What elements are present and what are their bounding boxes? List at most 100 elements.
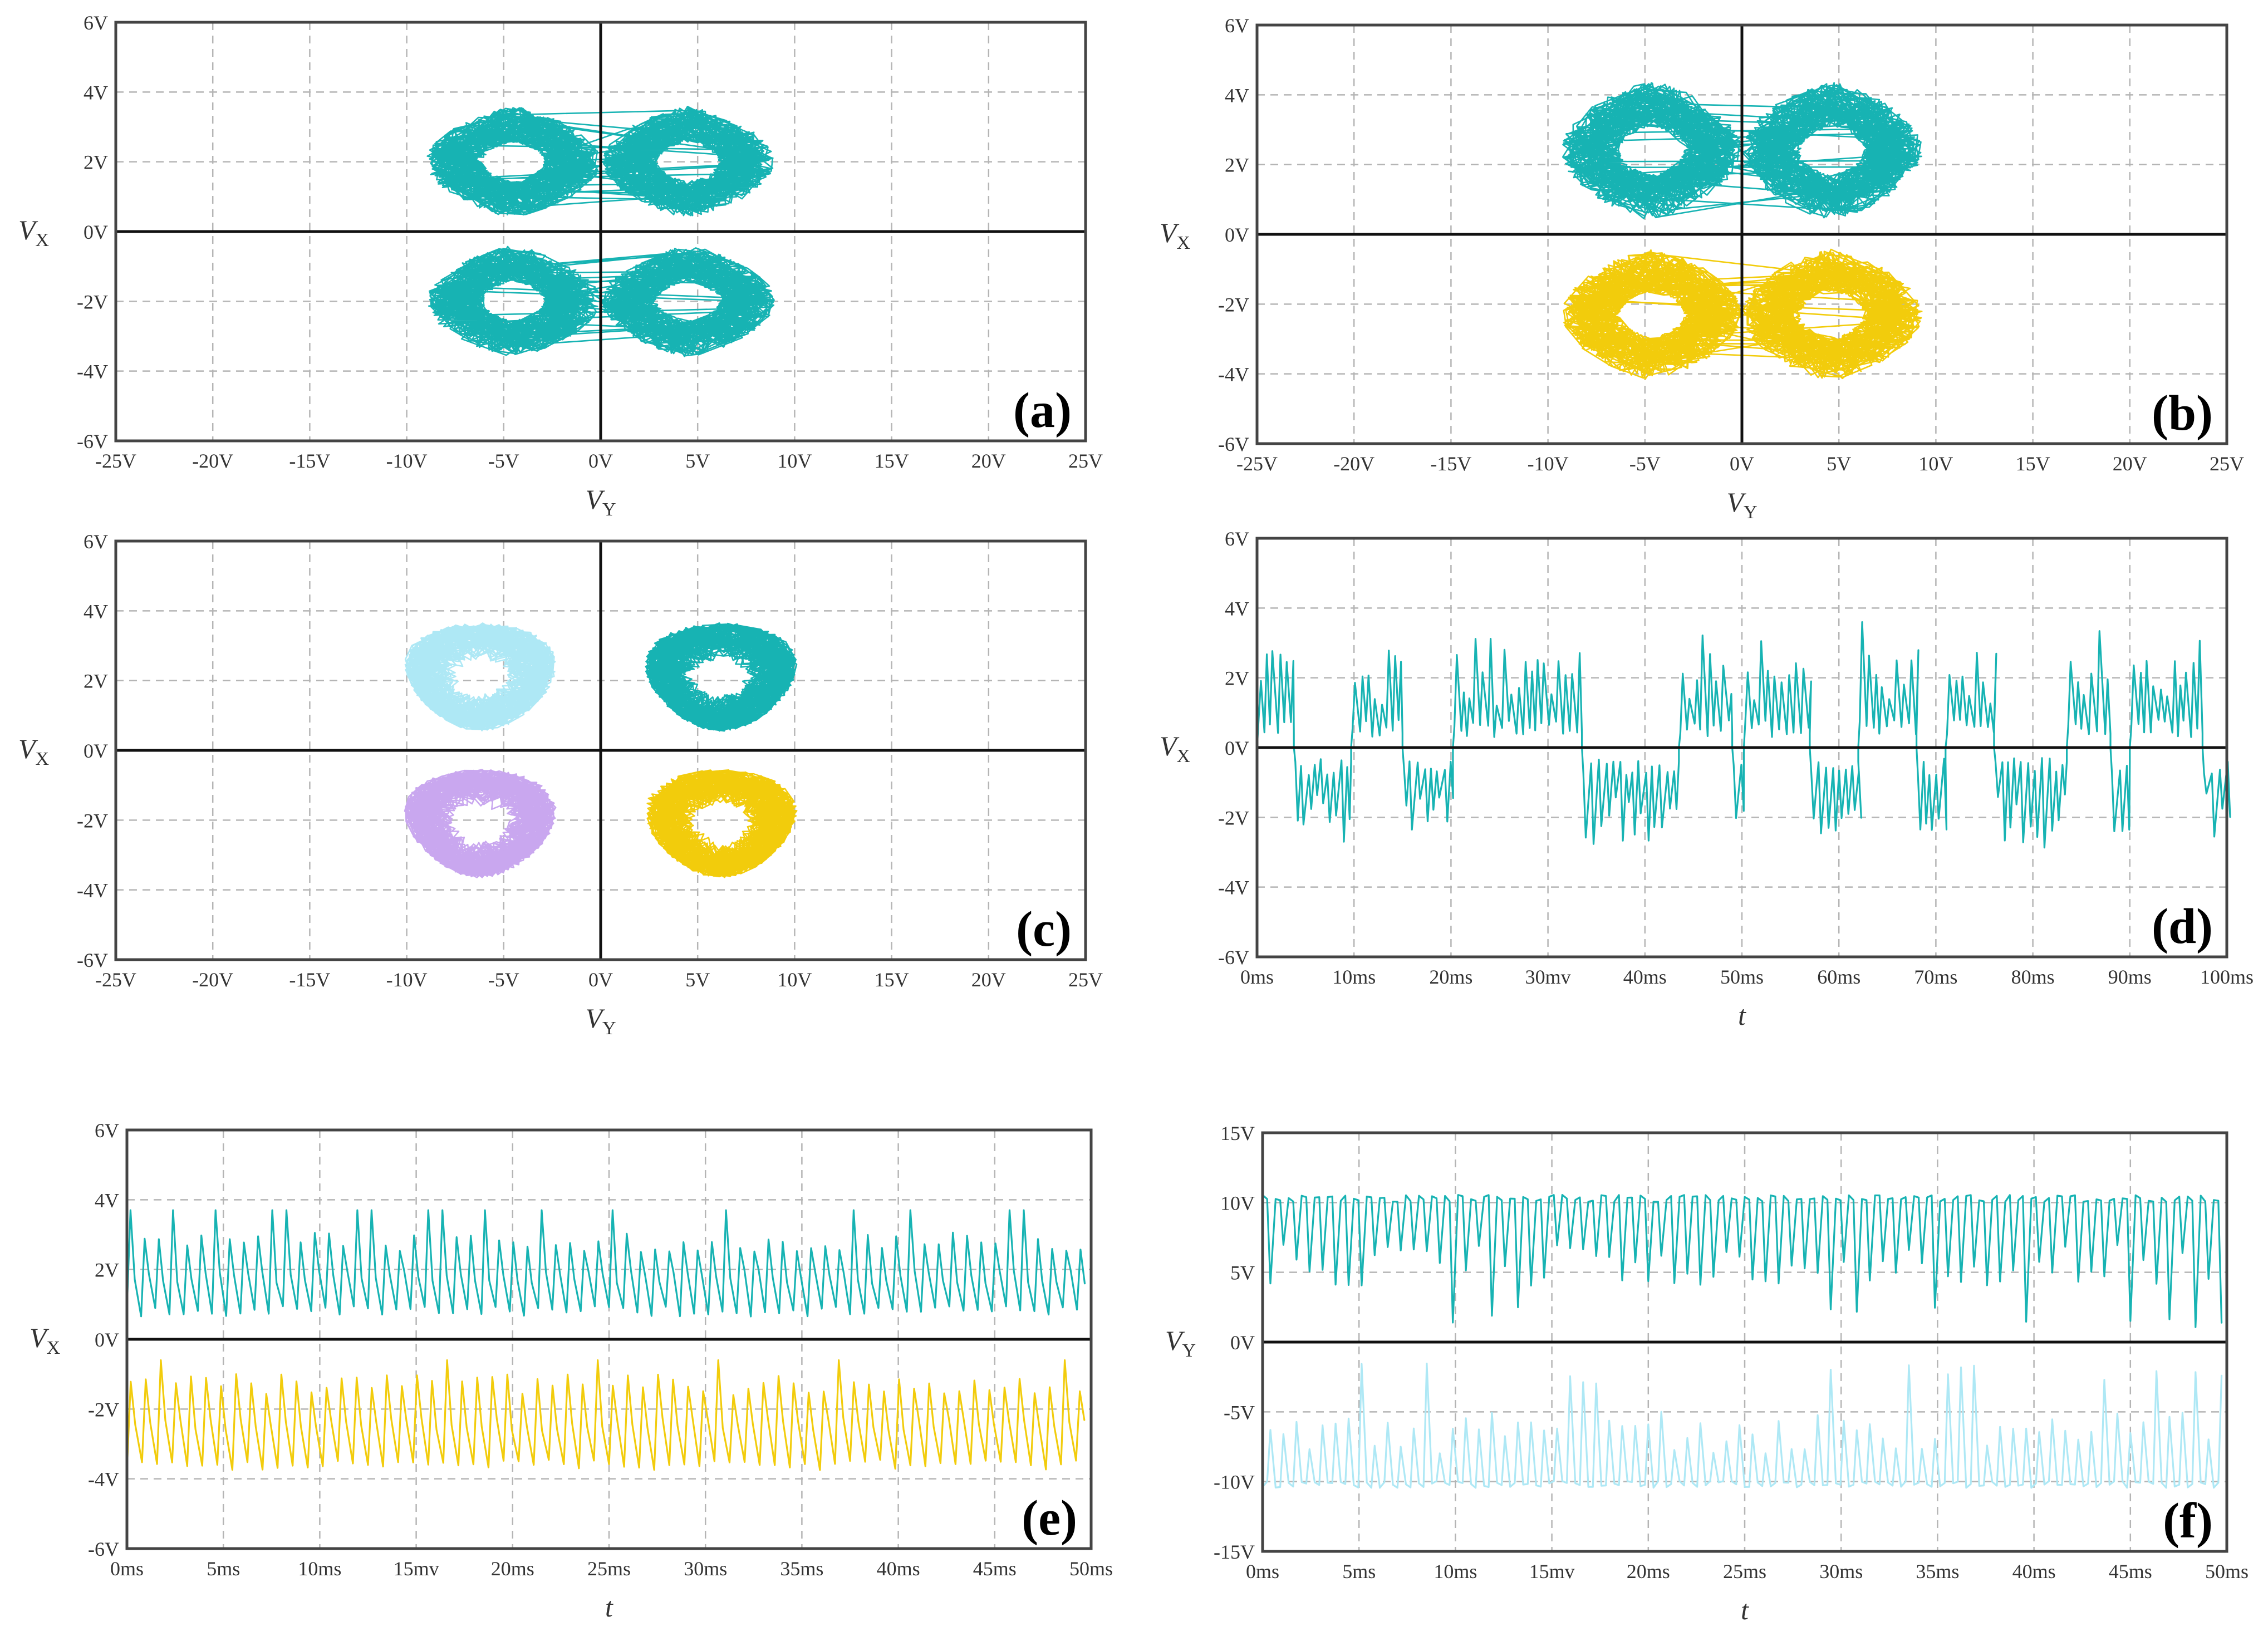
y-axis-label: VY — [1165, 1325, 1196, 1361]
panel-label: (f) — [2163, 1493, 2213, 1549]
x-tick-label: 15mv — [394, 1557, 439, 1580]
series-quadrant-iii-attractor — [404, 769, 557, 878]
x-tick-label: 15V — [2016, 453, 2050, 475]
x-axis-label-sub: Y — [602, 1018, 616, 1039]
series-positive-v-y-t- — [1261, 1194, 2223, 1328]
x-tick-label: 15mv — [1529, 1560, 1575, 1583]
x-tick-label: 5V — [685, 450, 710, 472]
x-tick-label: 0V — [588, 450, 613, 472]
y-tick-label: -2V — [88, 1398, 119, 1421]
plot-frame — [1255, 537, 2228, 959]
y-tick-label: 6V — [1225, 14, 1249, 37]
y-axis-label: VX — [30, 1322, 60, 1358]
x-tick-label: -20V — [1333, 453, 1374, 475]
series-v-x-t- — [1256, 621, 2231, 849]
y-tick-label: 6V — [84, 530, 108, 553]
y-axis-label-main: V — [30, 1322, 50, 1353]
y-tick-label: 10V — [1220, 1192, 1255, 1214]
y-tick-label: -4V — [77, 361, 108, 383]
y-axis-label-main: V — [1160, 730, 1180, 761]
series-positive-v-x-t- — [126, 1209, 1086, 1318]
x-tick-label: 60ms — [1817, 966, 1860, 988]
y-tick-label: 2V — [84, 151, 108, 174]
y-tick-label: 0V — [84, 740, 108, 762]
x-axis-label-sub: Y — [602, 499, 616, 520]
series-quadrant-ii-attractor — [404, 622, 556, 731]
y-tick-label: -4V — [1218, 877, 1249, 899]
chart-a: -25V -20V -15V -10V -5V 0V 5V 10V 15V 20V 25V 6V 4V 2… — [18, 12, 1103, 520]
x-tick-label: 40ms — [1623, 966, 1667, 988]
x-tick-label: 45ms — [973, 1557, 1017, 1580]
y-axis-label-sub: Y — [1182, 1340, 1196, 1361]
y-tick-label: 0V — [95, 1329, 119, 1351]
x-tick-label: 25ms — [1723, 1560, 1766, 1583]
y-axis-label-sub: X — [1177, 746, 1191, 767]
x-tick-label: -25V — [1236, 453, 1278, 475]
plot-frame — [125, 1128, 1093, 1550]
y-axis-label-main: V — [1165, 1325, 1185, 1356]
y-tick-label: -6V — [88, 1538, 119, 1560]
plot-frame — [114, 539, 1087, 961]
y-tick-label: 6V — [95, 1119, 119, 1142]
y-tick-label: 4V — [84, 600, 108, 622]
x-tick-label: 0ms — [1246, 1560, 1279, 1583]
x-tick-label: 25V — [2210, 453, 2244, 475]
panel-label: (d) — [2152, 899, 2213, 954]
x-axis-label-main: V — [585, 484, 605, 515]
x-tick-label: 20ms — [1627, 1560, 1670, 1583]
y-tick-label: -15V — [1214, 1541, 1255, 1563]
y-tick-label: 4V — [1225, 84, 1249, 106]
y-tick-label: -5V — [1224, 1401, 1255, 1423]
x-tick-label: -5V — [488, 969, 519, 991]
x-tick-label: 10V — [777, 450, 812, 472]
panel-label: (b) — [2152, 386, 2213, 441]
x-tick-label: 5V — [1827, 453, 1851, 475]
x-tick-label: -10V — [386, 450, 428, 472]
y-tick-label: 6V — [1225, 528, 1249, 550]
y-tick-label: 0V — [1230, 1331, 1255, 1354]
x-axis-label: t — [605, 1591, 613, 1623]
y-axis-label-sub: X — [47, 1338, 61, 1358]
x-tick-label: -10V — [1528, 453, 1569, 475]
y-tick-label: -6V — [1218, 433, 1249, 455]
y-axis-label-main: V — [18, 733, 38, 764]
x-axis-label: t — [1741, 1594, 1749, 1625]
x-tick-label: 10ms — [1332, 966, 1376, 988]
x-tick-label: 0ms — [1240, 966, 1274, 988]
x-tick-label: -15V — [289, 969, 330, 991]
x-tick-label: 30mv — [1525, 966, 1571, 988]
y-tick-label: 0V — [1225, 224, 1249, 246]
x-tick-label: 10V — [777, 969, 812, 991]
y-tick-label: 2V — [84, 670, 108, 692]
series-attractor — [426, 106, 774, 217]
x-tick-label: -25V — [95, 969, 136, 991]
x-tick-label: -20V — [192, 969, 233, 991]
x-tick-label: 80ms — [2011, 966, 2055, 988]
x-tick-label: 40ms — [2012, 1560, 2056, 1583]
chart-c: -25V -20V -15V -10V -5V 0V 5V 10V 15V 20V 25V 6V 4V 2… — [18, 530, 1103, 1039]
x-tick-label: 30ms — [684, 1557, 727, 1580]
x-tick-label: 50ms — [2205, 1560, 2249, 1583]
x-tick-label: 0V — [588, 969, 613, 991]
x-tick-label: 20ms — [1429, 966, 1472, 988]
plot-frame — [1261, 1131, 2228, 1553]
traces-b — [1562, 82, 1923, 380]
y-tick-label: -6V — [1218, 946, 1249, 969]
traces-e — [126, 1209, 1086, 1471]
y-tick-label: -4V — [88, 1468, 119, 1491]
x-axis-label-main: V — [585, 1003, 605, 1034]
x-tick-label: -15V — [1430, 453, 1471, 475]
x-tick-label: 35ms — [1916, 1560, 1959, 1583]
x-axis-label: VY — [1726, 487, 1757, 523]
x-tick-label: -15V — [289, 450, 330, 472]
y-axis-label: VX — [18, 214, 49, 250]
y-axis-label-main: V — [1160, 217, 1180, 248]
x-tick-label: 70ms — [1914, 966, 1957, 988]
x-tick-label: -20V — [192, 450, 233, 472]
x-tick-label: 90ms — [2108, 966, 2152, 988]
y-axis-label-main: V — [18, 214, 38, 245]
x-tick-label: 50ms — [1720, 966, 1764, 988]
x-tick-label: 5ms — [207, 1557, 240, 1580]
x-tick-label: 20V — [971, 450, 1006, 472]
